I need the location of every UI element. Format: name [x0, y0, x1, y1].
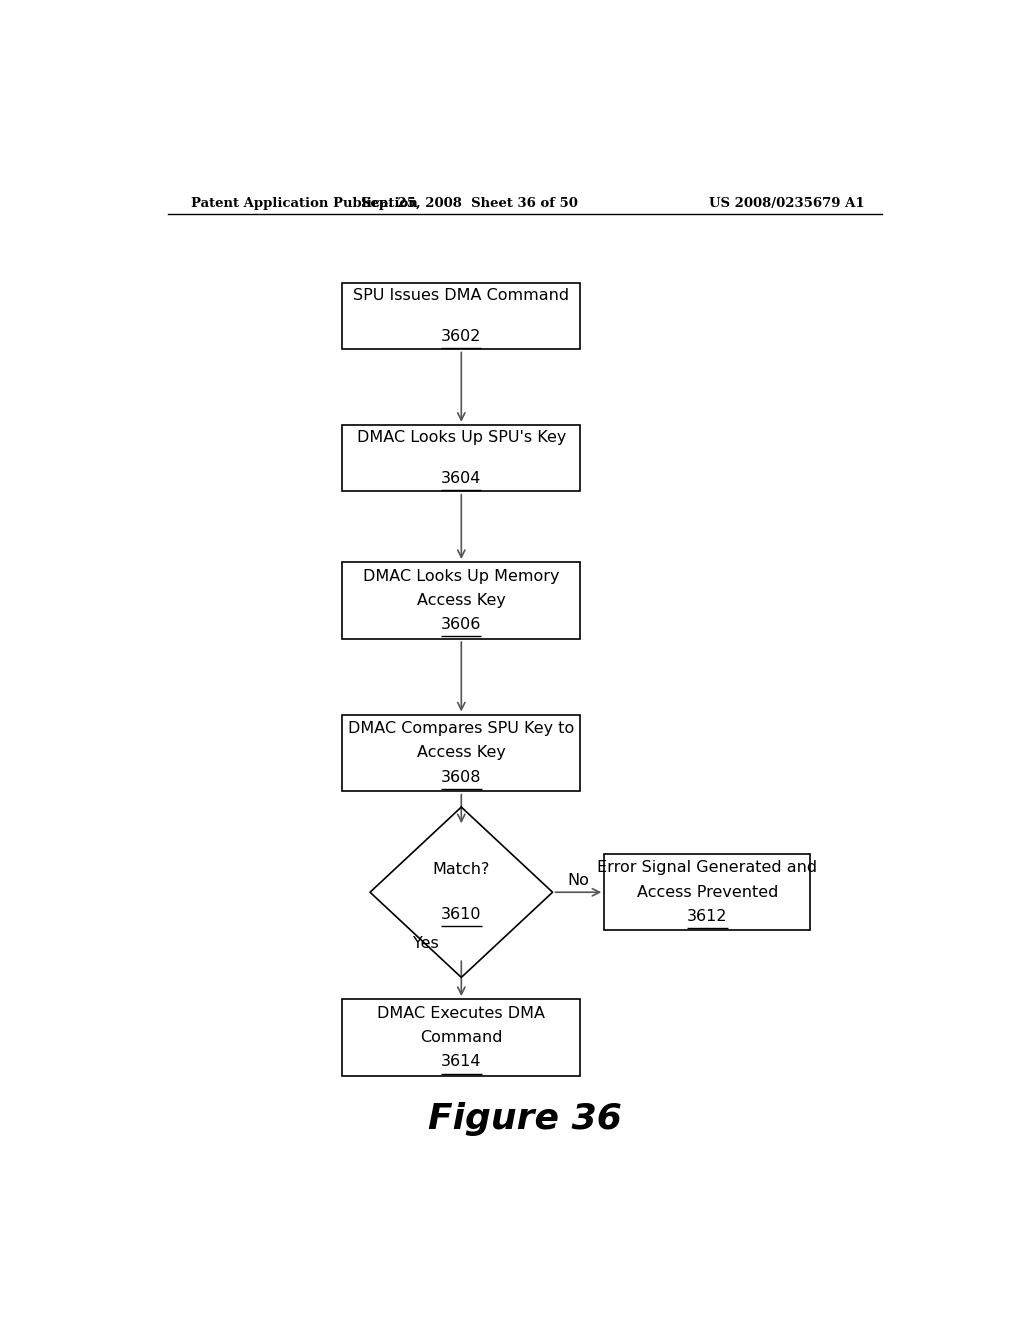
Text: DMAC Executes DMA: DMAC Executes DMA — [377, 1006, 546, 1020]
Text: Access Prevented: Access Prevented — [637, 884, 778, 900]
Text: 3606: 3606 — [441, 618, 481, 632]
Text: Patent Application Publication: Patent Application Publication — [191, 197, 418, 210]
Text: Access Key: Access Key — [417, 746, 506, 760]
Text: 3614: 3614 — [441, 1055, 481, 1069]
Text: DMAC Compares SPU Key to: DMAC Compares SPU Key to — [348, 721, 574, 737]
Text: Yes: Yes — [413, 936, 438, 950]
Text: Command: Command — [420, 1030, 503, 1045]
Text: DMAC Looks Up SPU's Key: DMAC Looks Up SPU's Key — [356, 430, 566, 445]
Text: 3602: 3602 — [441, 329, 481, 343]
Text: Access Key: Access Key — [417, 593, 506, 609]
Text: Sep. 25, 2008  Sheet 36 of 50: Sep. 25, 2008 Sheet 36 of 50 — [360, 197, 578, 210]
Text: Match?: Match? — [432, 862, 490, 878]
Bar — [342, 562, 581, 639]
Text: 3612: 3612 — [687, 909, 728, 924]
Text: No: No — [568, 873, 590, 887]
Text: Error Signal Generated and: Error Signal Generated and — [597, 861, 817, 875]
Text: Figure 36: Figure 36 — [428, 1102, 622, 1137]
Bar — [342, 425, 581, 491]
Text: SPU Issues DMA Command: SPU Issues DMA Command — [353, 288, 569, 304]
Text: DMAC Looks Up Memory: DMAC Looks Up Memory — [364, 569, 559, 583]
Text: US 2008/0235679 A1: US 2008/0235679 A1 — [709, 197, 864, 210]
Bar — [342, 715, 581, 791]
Bar — [604, 854, 811, 931]
Bar — [342, 999, 581, 1076]
Bar — [342, 282, 581, 348]
Text: 3604: 3604 — [441, 471, 481, 486]
Text: 3608: 3608 — [441, 770, 481, 785]
Text: 3610: 3610 — [441, 907, 481, 923]
Polygon shape — [370, 807, 553, 977]
